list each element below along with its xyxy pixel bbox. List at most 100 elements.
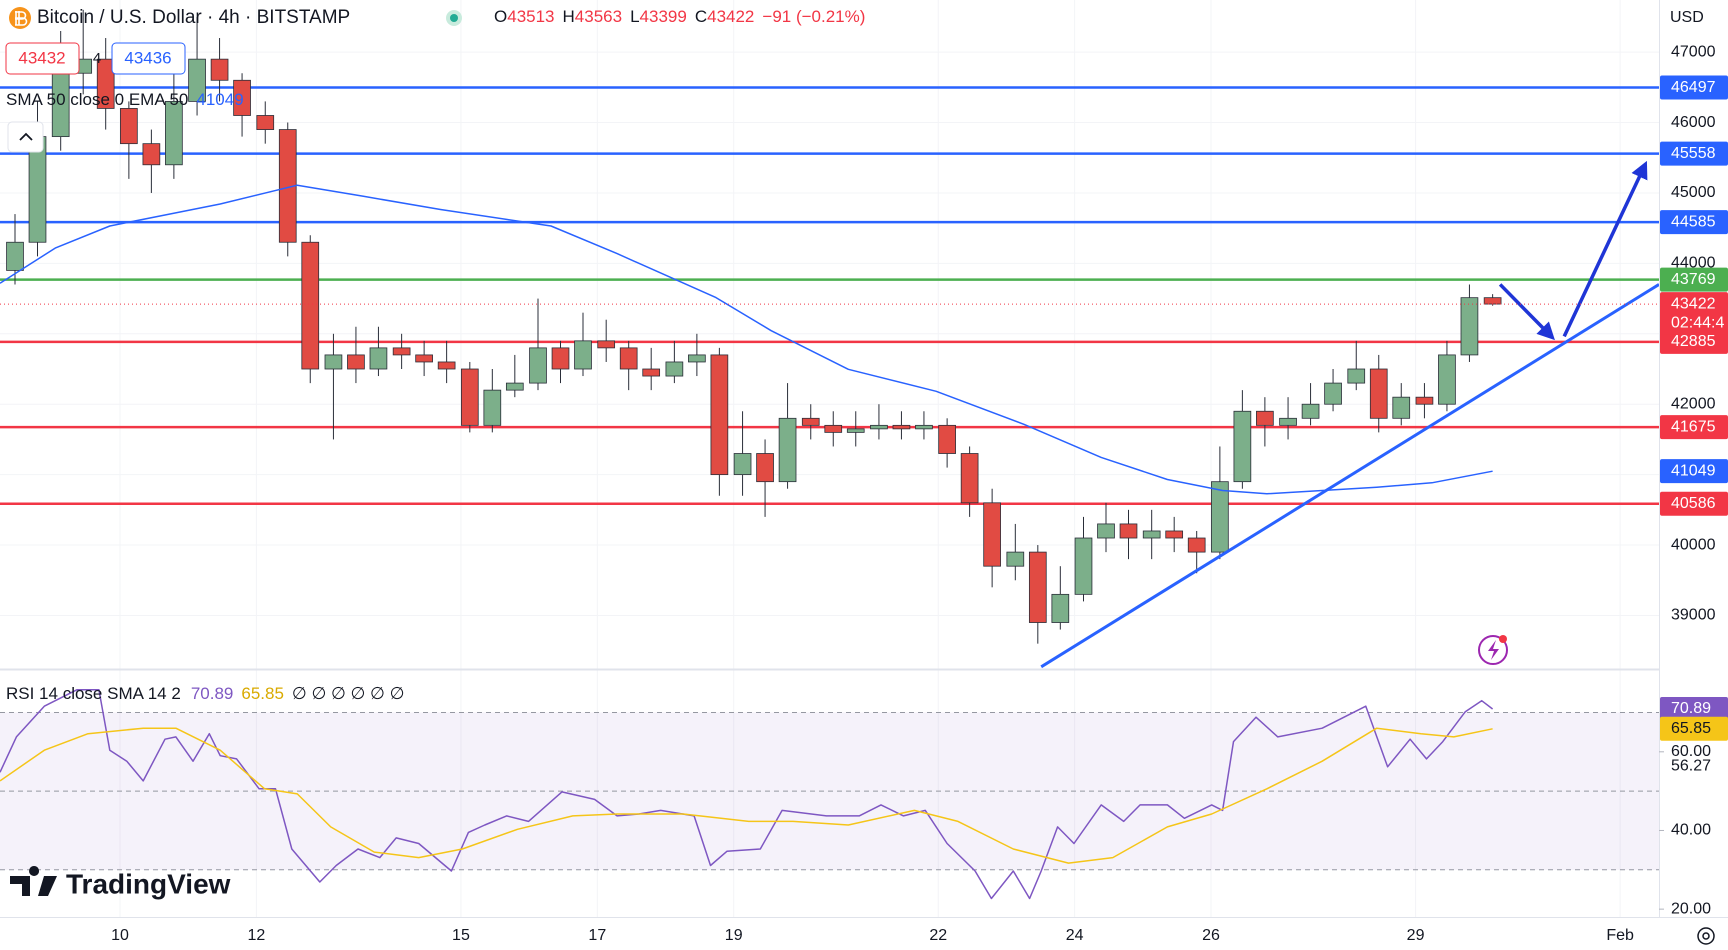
- candle-body: [233, 79, 251, 116]
- candle-body: [460, 368, 479, 426]
- symbol-title: Bitcoin / U.S. Dollar · 4h · BITSTAMP: [37, 7, 350, 28]
- candle-body: [392, 347, 411, 356]
- candle-body: [142, 143, 161, 166]
- collapse-icon: [19, 132, 33, 141]
- rsi-tick-label: 20.00: [1671, 900, 1711, 917]
- candle-body: [120, 108, 138, 145]
- level-badge: [1660, 267, 1728, 292]
- x-tick-label: 24: [1066, 927, 1084, 944]
- x-tick-label: 17: [588, 927, 606, 944]
- buy-button[interactable]: [111, 42, 186, 75]
- settings-icon: [1702, 932, 1710, 940]
- countdown-label: 02:44:4: [1671, 314, 1724, 331]
- candle-body: [1233, 410, 1252, 483]
- candle-body: [1165, 530, 1184, 539]
- level-badge: [1660, 415, 1728, 440]
- candle-body: [1142, 530, 1161, 539]
- rsi-value: 70.89: [191, 684, 234, 703]
- collapse-legend-button[interactable]: [7, 121, 44, 153]
- price-pane: [0, 0, 1659, 669]
- ask-price: 43436: [124, 48, 171, 67]
- axes: 3900040000410004200043000440004500046000…: [111, 43, 1728, 944]
- candle-body: [324, 354, 343, 370]
- level-badge: [1660, 329, 1728, 354]
- level-badge-label: 46497: [1671, 79, 1716, 96]
- x-tick-label: 26: [1202, 927, 1220, 944]
- arrow: [1498, 283, 1555, 341]
- y-tick-label: 45000: [1671, 184, 1716, 201]
- level-badge: [1660, 210, 1728, 235]
- rsi-badge-label: 65.85: [1671, 720, 1711, 737]
- candle-body: [665, 361, 684, 377]
- rsi-tick-label: 40.00: [1671, 822, 1711, 839]
- rsi-sma-line: [0, 727, 1493, 864]
- candle-body: [1187, 537, 1206, 553]
- candle-body: [688, 354, 706, 363]
- candle-body: [710, 354, 729, 476]
- candle-body: [1324, 382, 1342, 405]
- candle-body: [619, 347, 638, 370]
- candle-body: [801, 417, 820, 426]
- ohlc-label: H: [563, 7, 575, 26]
- x-tick-label: 29: [1407, 927, 1425, 944]
- sell-button[interactable]: [5, 42, 80, 75]
- candle-body: [1211, 481, 1229, 553]
- ema-badge: [1660, 459, 1728, 484]
- candle-body: [96, 58, 115, 109]
- candle-body: [1415, 396, 1434, 405]
- candle-body: [1460, 297, 1479, 356]
- watermark-logo: [10, 866, 57, 896]
- rsi-placeholders: ∅ ∅ ∅ ∅ ∅ ∅: [292, 684, 404, 703]
- rsi-axis-label: 56.27: [1671, 758, 1711, 775]
- rsi-pane: [0, 670, 1659, 917]
- candle-body: [574, 340, 592, 370]
- candle-body: [733, 453, 752, 476]
- candle-body: [1256, 410, 1274, 426]
- level-badge: [1660, 75, 1728, 100]
- candle-body: [483, 389, 502, 426]
- candle-body: [778, 417, 797, 483]
- candle-body: [301, 241, 320, 370]
- last-price-badge: [1660, 292, 1728, 335]
- y-tick-label: 46000: [1671, 114, 1716, 131]
- candle-body: [551, 347, 570, 370]
- level-badge: [1660, 491, 1728, 516]
- y-tick-label: 44000: [1671, 255, 1716, 272]
- candle-body: [1097, 523, 1115, 539]
- candle-body: [824, 424, 843, 433]
- rsi-title: RSI 14 close SMA 14 2: [6, 684, 181, 703]
- ohlc-label: C: [695, 7, 707, 26]
- indicator-value: 41049: [196, 90, 243, 109]
- candle-body: [1074, 537, 1093, 595]
- candle-body: [983, 502, 1001, 567]
- trendline: [1040, 283, 1659, 669]
- y-tick-label: 47000: [1671, 43, 1716, 60]
- ema-line: [0, 184, 1493, 495]
- candle-body: [1006, 551, 1025, 567]
- x-tick-label: 22: [929, 927, 947, 944]
- candle-body: [1483, 297, 1502, 305]
- candle-body: [415, 354, 433, 363]
- ohlc-value: 43563: [575, 7, 622, 26]
- candle-body: [756, 453, 774, 483]
- x-tick-label: 12: [247, 927, 265, 944]
- settings-button[interactable]: [1697, 927, 1715, 945]
- rsi-legend: RSI 14 close SMA 14 2 70.89 65.85 ∅ ∅ ∅ ∅ ∅…: [6, 684, 404, 703]
- candle-body: [1051, 593, 1070, 623]
- candle-body: [1028, 551, 1047, 623]
- y-tick-label: 39000: [1671, 607, 1716, 624]
- rsi-sma-value: 65.85: [241, 684, 284, 703]
- candle-body: [505, 382, 524, 391]
- spread: 4: [93, 50, 101, 67]
- ohlc-legend: O43513 H43563 L43399 C43422 −91 (−0.21%): [494, 7, 865, 26]
- candle-body: [347, 354, 365, 370]
- y-tick-label: 40000: [1671, 536, 1716, 553]
- rsi-badge: [1660, 696, 1728, 721]
- arrow: [1562, 160, 1648, 338]
- level-badge-label: 40586: [1671, 495, 1716, 512]
- alerts-icon: [1488, 640, 1499, 660]
- candle-body: [870, 424, 888, 430]
- candle-body: [915, 424, 933, 430]
- currency-label: USD: [1670, 9, 1704, 26]
- ohlc-value: 43513: [507, 7, 554, 26]
